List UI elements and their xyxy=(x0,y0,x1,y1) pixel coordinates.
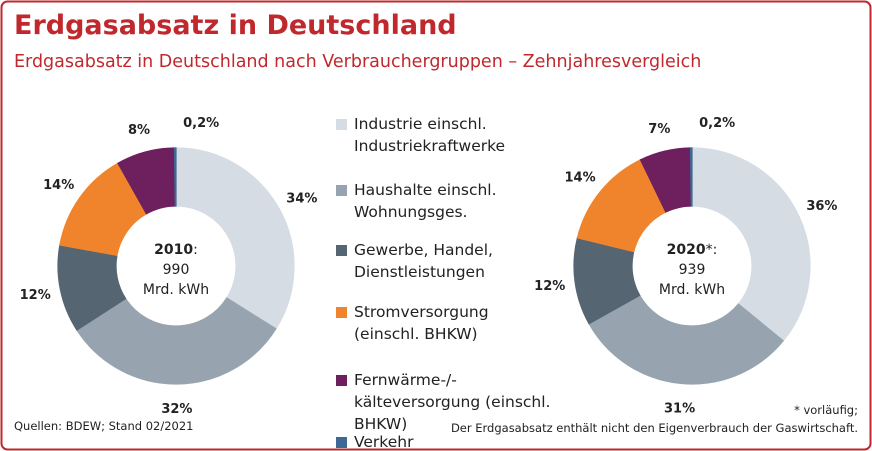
data-label: 34% xyxy=(286,191,317,206)
data-label: 8% xyxy=(128,123,150,138)
legend-swatch xyxy=(336,245,347,256)
legend-swatch xyxy=(336,185,347,196)
legend-label: Industrie einschl. Industriekraftwerke xyxy=(354,115,506,155)
data-label: 12% xyxy=(20,288,51,303)
data-label: 14% xyxy=(43,178,74,193)
legend-label: Stromversorgung (einschl. BHKW) xyxy=(354,303,489,343)
center-unit: Mrd. kWh xyxy=(659,282,725,298)
donut-slice xyxy=(175,147,295,330)
source: Quellen: BDEW; Stand 02/2021 xyxy=(14,419,194,433)
year: 2020 xyxy=(667,242,706,258)
center-total: 990 xyxy=(163,262,190,278)
legend-label: Haushalte einschl. Wohnungsges. xyxy=(354,181,497,221)
legend-label: Verkehr xyxy=(354,433,414,451)
center-unit: Mrd. kWh xyxy=(143,282,209,298)
center-year: 2020*: xyxy=(667,242,718,258)
data-label: 14% xyxy=(564,171,595,186)
data-label: 36% xyxy=(806,199,837,214)
legend-swatch xyxy=(336,119,347,130)
center-year: 2010: xyxy=(154,242,198,258)
legend-swatch xyxy=(336,437,347,448)
data-label: 0,2% xyxy=(183,116,219,131)
legend-swatch xyxy=(336,375,347,386)
legend-label: Gewerbe, Handel, Dienstleistungen xyxy=(354,241,493,281)
year: 2010 xyxy=(154,242,193,258)
year-suffix: *: xyxy=(706,242,718,258)
legend-label: Fernwärme-/- kälteversorgung (einschl. B… xyxy=(354,371,551,433)
chart-title: Erdgasabsatz in Deutschland xyxy=(14,10,457,41)
data-label: 12% xyxy=(534,279,565,294)
data-label: 0,2% xyxy=(699,116,735,131)
note: Der Erdgasabsatz enthält nicht den Eigen… xyxy=(451,421,858,435)
data-label: 31% xyxy=(664,401,695,416)
data-label: 32% xyxy=(161,402,192,417)
donut-slice xyxy=(173,147,177,207)
donut-slice xyxy=(588,294,785,385)
donut-slice xyxy=(691,147,811,342)
donut-slice xyxy=(76,297,277,385)
data-label: 7% xyxy=(648,122,670,137)
year-suffix: : xyxy=(193,242,198,258)
chart-subtitle: Erdgasabsatz in Deutschland nach Verbrau… xyxy=(14,52,701,72)
note: * vorläufig; xyxy=(794,403,858,417)
center-total: 939 xyxy=(679,262,706,278)
donut-slice xyxy=(689,147,693,207)
legend-swatch xyxy=(336,307,347,318)
